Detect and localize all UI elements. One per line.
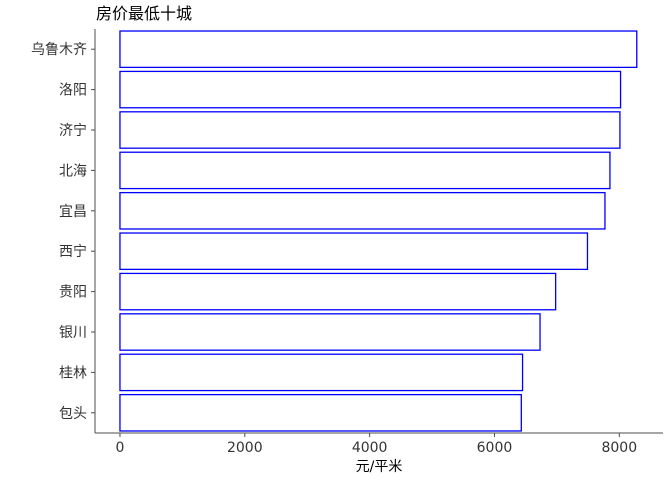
x-tick-label: 4000 — [352, 440, 388, 456]
chart-title: 房价最低十城 — [96, 4, 192, 23]
bar-10 — [119, 393, 522, 432]
bar-8 — [119, 313, 541, 351]
y-tick-label: 银川 — [59, 325, 87, 341]
y-tick-label: 桂林 — [59, 365, 87, 381]
x-tick-label: 2000 — [227, 440, 263, 456]
x-axis-ticks: 0 2000 4000 6000 8000 — [116, 433, 637, 456]
bar-9 — [119, 353, 524, 392]
y-tick-label: 西宁 — [59, 243, 87, 260]
bar-7 — [119, 272, 557, 311]
y-tick-label: 乌鲁木齐 — [31, 42, 87, 58]
bar-5 — [119, 191, 606, 230]
x-tick-label: 8000 — [601, 440, 637, 456]
bar-1 — [119, 30, 638, 69]
bars-group — [119, 30, 638, 432]
bar-6 — [119, 232, 589, 271]
bar-2 — [119, 70, 622, 109]
bar-4 — [119, 151, 611, 190]
y-tick-label: 宜昌 — [59, 204, 87, 220]
bar-3 — [119, 111, 621, 149]
x-axis-title: 元/平米 — [356, 459, 403, 475]
x-tick-label: 6000 — [477, 440, 513, 456]
y-tick-label: 包头 — [59, 406, 87, 422]
y-tick-label: 贵阳 — [59, 285, 87, 301]
y-tick-label: 洛阳 — [59, 83, 87, 99]
x-tick-label: 0 — [116, 440, 125, 456]
y-tick-label: 北海 — [59, 163, 87, 179]
y-tick-label: 济宁 — [59, 122, 87, 139]
